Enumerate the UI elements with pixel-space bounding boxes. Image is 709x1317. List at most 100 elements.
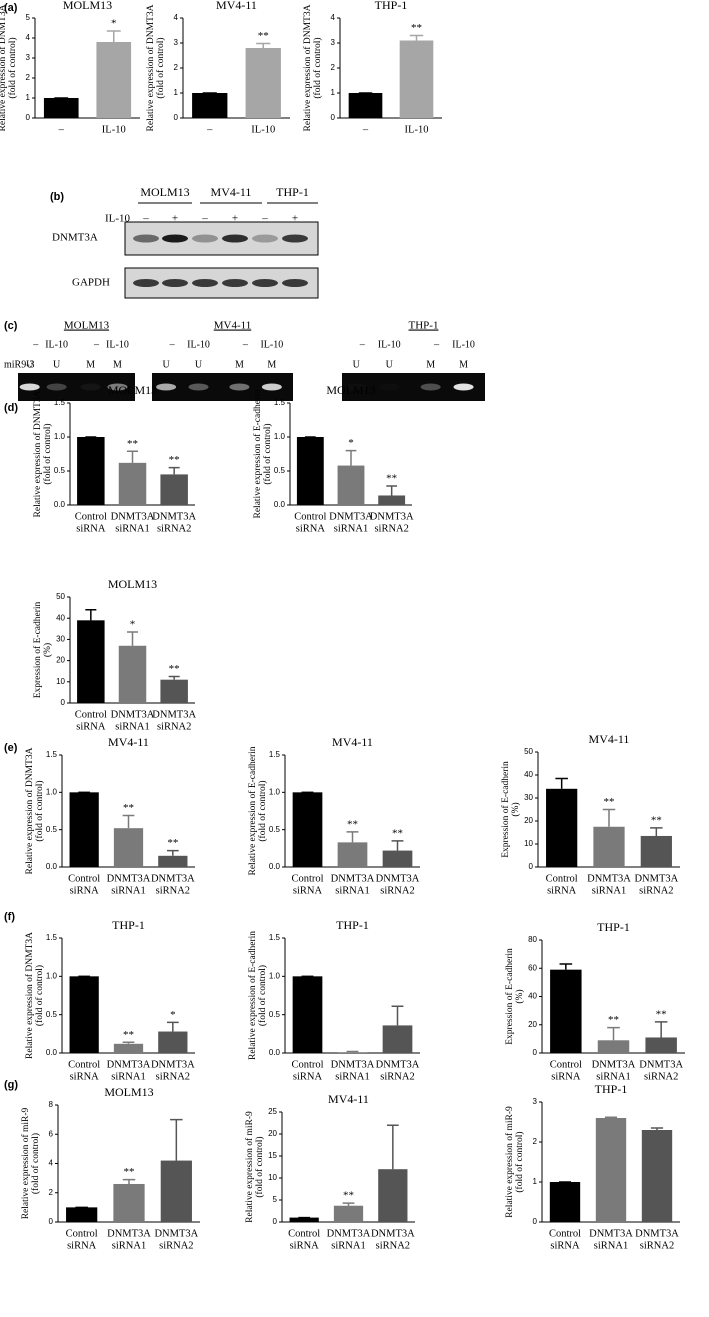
band xyxy=(282,234,308,243)
error-bar xyxy=(346,831,359,843)
x-tick-label: Control xyxy=(550,1059,582,1070)
x-tick-label: Control xyxy=(291,873,323,884)
significance: ** xyxy=(258,30,269,42)
bar xyxy=(593,826,625,867)
bar xyxy=(399,40,434,118)
band xyxy=(19,383,40,391)
error-bar xyxy=(391,840,404,851)
chart-title: MV4-11 xyxy=(589,732,630,746)
lane-label: U xyxy=(26,359,34,370)
chart-title: MV4-11 xyxy=(332,735,373,749)
x-tick-label: IL-10 xyxy=(405,124,429,135)
significance: * xyxy=(111,18,117,30)
y-tick-label: 1.5 xyxy=(274,398,286,407)
y-tick-label: 3 xyxy=(331,38,336,47)
x-tick-label: siRNA xyxy=(76,523,106,534)
x-tick-label: siRNA1 xyxy=(111,885,145,896)
significance: ** xyxy=(169,454,180,466)
y-axis-label: (%) xyxy=(510,802,521,816)
x-tick-label: siRNA2 xyxy=(639,885,673,896)
x-tick-label: DNMT3A xyxy=(589,1228,633,1239)
band xyxy=(222,234,248,243)
bar xyxy=(645,1037,677,1053)
y-axis-label: (fold of control) xyxy=(42,423,53,484)
lane-label: M xyxy=(235,359,244,370)
y-axis-label: Relative expression of miR-9 xyxy=(20,1107,31,1219)
error-bar xyxy=(346,1050,359,1053)
y-axis-label: Relative expression of E-cadherin xyxy=(247,746,258,875)
y-tick-label: 0 xyxy=(533,1217,538,1226)
y-tick-label: 6 xyxy=(49,1129,54,1138)
error-bar xyxy=(122,1041,135,1044)
y-tick-label: 60 xyxy=(528,963,537,972)
chart-title: MOLM13 xyxy=(108,383,157,397)
cell-line-label: MV4-11 xyxy=(214,320,251,332)
band xyxy=(282,279,308,287)
bar xyxy=(382,850,413,867)
band xyxy=(46,383,67,391)
y-tick-label: 1.0 xyxy=(269,971,281,980)
y-tick-label: 40 xyxy=(524,770,533,779)
x-tick-label: DNMT3A xyxy=(370,511,414,522)
significance: ** xyxy=(651,814,662,826)
bar xyxy=(96,42,132,118)
y-tick-label: 4 xyxy=(174,13,179,22)
x-tick-label: siRNA2 xyxy=(157,523,191,534)
bar xyxy=(69,792,99,867)
cell-line-label: THP-1 xyxy=(409,320,439,332)
x-tick-label: siRNA2 xyxy=(156,1071,190,1082)
y-tick-label: 4 xyxy=(49,1159,54,1168)
lane-label: M xyxy=(113,359,122,370)
x-tick-label: DNMT3A xyxy=(152,709,196,720)
x-tick-label: DNMT3A xyxy=(327,1228,371,1239)
x-tick-label: siRNA1 xyxy=(115,523,149,534)
error-bar xyxy=(170,1118,183,1161)
lane-label: U xyxy=(195,359,203,370)
bar xyxy=(192,93,228,118)
x-tick-label: siRNA xyxy=(293,1071,323,1082)
bar xyxy=(348,93,383,118)
lane-label: – xyxy=(261,213,268,225)
x-tick-label: DNMT3A xyxy=(331,873,375,884)
y-tick-label: 1 xyxy=(26,93,31,102)
error-bar xyxy=(168,675,180,680)
panel-label: (f) xyxy=(4,911,15,923)
y-axis-label: Relative expression of DNMT3A xyxy=(32,390,43,517)
y-axis-label: Relative expression of miR-9 xyxy=(244,1111,255,1223)
group-label: IL-10 xyxy=(106,339,129,350)
y-axis-label: (%) xyxy=(514,989,525,1003)
x-tick-label: siRNA2 xyxy=(380,885,414,896)
x-tick-label: siRNA xyxy=(67,1240,97,1251)
y-tick-label: 0.0 xyxy=(46,862,58,871)
panel-label: (c) xyxy=(4,320,18,332)
y-axis-label: Relative expression of E-cadherin xyxy=(252,389,263,518)
y-tick-label: 0.0 xyxy=(54,500,66,509)
y-tick-label: 1.5 xyxy=(46,933,58,942)
x-tick-label: DNMT3A xyxy=(152,511,196,522)
cell-line-label: MV4-11 xyxy=(211,185,252,199)
group-label: IL-10 xyxy=(45,339,68,350)
y-tick-label: 2 xyxy=(533,1137,538,1146)
panel-label: (a) xyxy=(4,2,18,14)
y-tick-label: 1 xyxy=(331,88,336,97)
error-bar xyxy=(127,631,138,646)
bar xyxy=(69,976,99,1053)
bar xyxy=(160,474,188,505)
y-axis-label: (fold of control) xyxy=(254,1136,265,1197)
significance: ** xyxy=(392,827,403,839)
y-axis-label: Expression of E-cadherin xyxy=(504,948,515,1045)
band xyxy=(252,234,278,243)
y-tick-label: 80 xyxy=(528,935,537,944)
band xyxy=(192,279,218,287)
x-tick-label: – xyxy=(58,124,65,135)
bar xyxy=(337,842,368,867)
x-tick-label: siRNA2 xyxy=(640,1240,674,1251)
x-tick-label: Control xyxy=(291,1059,323,1070)
x-tick-label: siRNA xyxy=(547,885,577,896)
bar xyxy=(549,1182,581,1222)
band xyxy=(229,383,250,391)
chart-title: MOLM13 xyxy=(63,0,112,12)
bar xyxy=(640,835,672,867)
significance: ** xyxy=(608,1014,619,1026)
